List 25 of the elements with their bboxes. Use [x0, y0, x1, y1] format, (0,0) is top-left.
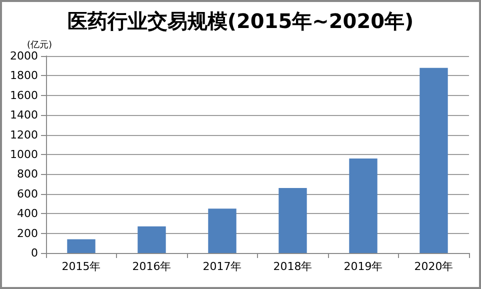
x-tick-label: 2016年 — [132, 260, 172, 273]
bar — [208, 208, 236, 253]
x-tick-label: 2015年 — [62, 260, 101, 273]
chart-title: 医药行业交易规模(2015年~2020年) — [67, 9, 414, 33]
y-tick-label: 1400 — [10, 108, 38, 122]
y-tick-label: 1600 — [10, 88, 38, 102]
y-tick-label: 600 — [17, 187, 38, 200]
y-tick-label: 2000 — [10, 50, 38, 62]
y-tick-label: 1800 — [10, 69, 38, 82]
bar — [420, 68, 448, 253]
bar — [278, 188, 307, 253]
y-tick-label: 200 — [17, 226, 38, 240]
x-tick-label: 2019年 — [344, 260, 383, 273]
x-tick-label: 2017年 — [202, 260, 242, 273]
bar — [349, 158, 378, 253]
y-tick-label: 1000 — [10, 148, 38, 161]
y-tick-label: 0 — [31, 246, 38, 260]
y-tick-label: 1200 — [10, 128, 38, 142]
x-tick-label: 2020年 — [414, 260, 454, 273]
bar — [138, 226, 166, 253]
y-tick-label: 800 — [17, 168, 38, 181]
bar — [67, 239, 96, 253]
y-axis-title: (亿元) — [26, 40, 52, 50]
y-tick-label: 400 — [17, 207, 38, 220]
x-tick-label: 2018年 — [273, 260, 312, 273]
